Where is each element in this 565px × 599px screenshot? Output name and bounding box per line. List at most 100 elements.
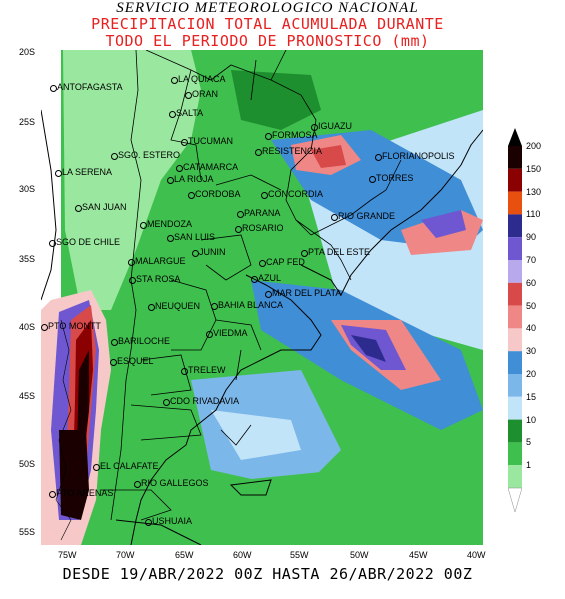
- city-marker: [265, 133, 272, 140]
- city-label: PTA DEL ESTE: [308, 247, 371, 257]
- precipitation-map: [41, 50, 483, 545]
- city-label: SGO DE CHILE: [56, 237, 121, 247]
- precipitation-field: [41, 50, 483, 545]
- lat-label-35s: 35S: [19, 254, 36, 264]
- city-label: ORAN: [192, 89, 219, 99]
- colorbar-swatch: [508, 396, 522, 420]
- city-marker: [251, 276, 258, 283]
- city-label: RESISTENCIA: [262, 146, 323, 156]
- city-label: PARANA: [244, 208, 281, 218]
- product-title-line1: PRECIPITACION TOTAL ACUMULADA DURANTE: [91, 15, 444, 33]
- colorbar-level-label: 50: [526, 300, 537, 311]
- colorbar-level-label: 30: [526, 346, 537, 357]
- city-marker: [235, 226, 242, 233]
- lon-label-60w: 60W: [233, 550, 252, 560]
- colorbar-swatch: [508, 328, 522, 352]
- colorbar-swatch: [508, 305, 522, 329]
- city-label: FORMOSA: [272, 130, 318, 140]
- city-label: IGUAZU: [318, 121, 353, 131]
- city-marker: [206, 331, 213, 338]
- city-marker: [259, 260, 266, 267]
- city-label: ANTOFAGASTA: [57, 82, 123, 92]
- city-marker: [211, 303, 218, 310]
- city-label: LA QUIACA: [178, 74, 226, 84]
- colorbar-swatch: [508, 191, 522, 215]
- city-marker: [301, 250, 308, 257]
- city-marker: [148, 304, 155, 311]
- colorbar-level-label: 5: [526, 437, 532, 448]
- lat-label-45s: 45S: [19, 391, 36, 401]
- city-marker: [237, 211, 244, 218]
- city-label: ESQUEL: [117, 356, 154, 366]
- lon-label-75w: 75W: [58, 550, 77, 560]
- lon-label-40w: 40W: [467, 550, 486, 560]
- colorbar-level-label: 200: [526, 141, 542, 151]
- lat-label-20s: 20S: [19, 47, 36, 57]
- colorbar-swatch: [508, 374, 522, 397]
- colorbar-level-label: 110: [526, 209, 541, 220]
- city-marker: [375, 154, 382, 161]
- city-label: CONCORDIA: [268, 189, 324, 199]
- city-marker: [181, 368, 188, 375]
- city-label: CDO RIVADAVIA: [170, 396, 240, 406]
- forecast-period: DESDE 19/ABR/2022 00Z HASTA 26/ABR/2022 …: [62, 565, 473, 583]
- city-label: BAHIA BLANCA: [218, 300, 284, 310]
- city-label: EL CALAFATE: [100, 461, 159, 471]
- city-marker: [185, 92, 192, 99]
- city-label: MALARGUE: [135, 256, 186, 266]
- lat-label-40s: 40S: [19, 322, 36, 332]
- city-marker: [181, 139, 188, 146]
- colorbar-swatch: [508, 419, 522, 443]
- city-label: SAN LUIS: [174, 232, 216, 242]
- lon-label-50w: 50W: [350, 550, 369, 560]
- city-label: BARILOCHE: [118, 336, 171, 346]
- colorbar-level-label: 90: [526, 232, 537, 243]
- city-marker: [331, 214, 338, 221]
- colorbar-level-label: 1: [526, 460, 532, 471]
- city-marker: [75, 205, 82, 212]
- lon-label-45w: 45W: [409, 550, 428, 560]
- colorbar-level-label: 20: [526, 369, 537, 379]
- city-marker: [110, 359, 117, 366]
- colorbar-swatch: [508, 351, 522, 374]
- city-marker: [145, 519, 152, 526]
- city-label: CORDOBA: [195, 189, 241, 199]
- city-marker: [111, 153, 118, 160]
- city-marker: [49, 240, 56, 247]
- city-marker: [169, 111, 176, 118]
- city-marker: [129, 277, 136, 284]
- colorbar-top-arrow: [508, 128, 522, 146]
- lat-label-50s: 50S: [19, 459, 36, 469]
- colorbar-swatch: [508, 237, 522, 260]
- city-label: SAN JUAN: [82, 202, 127, 212]
- city-label: USHUAIA: [152, 516, 193, 526]
- city-label: PTO ARENAS: [56, 488, 114, 498]
- city-label: JUNIN: [199, 247, 226, 257]
- city-label: TRELEW: [188, 365, 226, 375]
- city-marker: [55, 170, 62, 177]
- city-marker: [176, 165, 183, 172]
- lon-label-65w: 65W: [175, 550, 194, 560]
- city-label: SGO. ESTERO: [118, 150, 181, 160]
- city-marker: [140, 222, 147, 229]
- city-label: PTO MONTT: [48, 321, 101, 331]
- city-label: MAR DEL PLATA: [272, 288, 342, 298]
- city-label: LA RIOJA: [174, 174, 214, 184]
- colorbar-bottom-arrow: [508, 487, 522, 512]
- city-marker: [167, 235, 174, 242]
- city-marker: [171, 77, 178, 84]
- colorbar-swatch: [508, 282, 522, 306]
- colorbar-swatch: [508, 146, 522, 169]
- city-label: MENDOZA: [147, 219, 192, 229]
- agency-title: SERVICIO METEOROLOGICO NACIONAL: [116, 0, 419, 16]
- city-label: STA ROSA: [136, 274, 181, 284]
- city-marker: [93, 464, 100, 471]
- lon-label-70w: 70W: [116, 550, 135, 560]
- colorbar-swatch: [508, 214, 522, 238]
- colorbar-swatch: [508, 168, 522, 192]
- city-label: VIEDMA: [213, 328, 248, 338]
- city-marker: [50, 85, 57, 92]
- lon-label-55w: 55W: [290, 550, 309, 560]
- city-marker: [265, 291, 272, 298]
- product-title-line2: TODO EL PERIODO DE PRONOSTICO (mm): [105, 32, 430, 50]
